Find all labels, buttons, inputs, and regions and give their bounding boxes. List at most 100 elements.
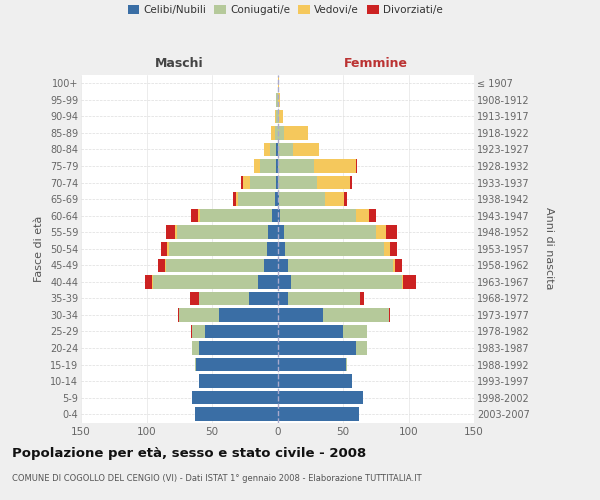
Bar [190,292,199,305]
Bar [193,324,205,338]
Bar [254,159,260,173]
Bar [167,242,169,256]
Bar [265,258,277,272]
Bar [276,110,277,123]
Bar [395,258,402,272]
Bar [276,93,277,106]
Bar [279,192,325,206]
Bar [277,159,314,173]
Text: Femmine: Femmine [344,57,408,70]
Bar [276,142,277,156]
Bar [403,275,416,288]
Bar [244,176,250,190]
Bar [196,358,277,372]
Bar [356,342,367,355]
Bar [277,226,284,239]
Bar [323,308,389,322]
Bar [218,308,277,322]
Bar [233,192,236,206]
Bar [389,308,390,322]
Bar [169,242,267,256]
Text: Popolazione per età, sesso e stato civile - 2008: Popolazione per età, sesso e stato civil… [12,448,366,460]
Bar [277,408,359,421]
Bar [360,292,364,305]
Bar [369,209,376,222]
Bar [293,142,319,156]
Bar [179,308,218,322]
Bar [178,308,179,322]
Bar [152,275,153,288]
Bar [280,209,356,222]
Bar [277,342,356,355]
Bar [356,209,369,222]
Bar [275,110,276,123]
Legend: Celibi/Nubili, Coniugati/e, Vedovi/e, Divorziati/e: Celibi/Nubili, Coniugati/e, Vedovi/e, Di… [125,2,445,17]
Bar [284,226,376,239]
Bar [350,176,352,190]
Bar [402,275,403,288]
Bar [386,226,397,239]
Bar [275,192,277,206]
Bar [199,374,277,388]
Bar [276,159,277,173]
Bar [290,275,402,288]
Bar [161,242,167,256]
Y-axis label: Anni di nascita: Anni di nascita [544,208,554,290]
Bar [393,258,395,272]
Bar [272,209,277,222]
Bar [390,242,397,256]
Bar [238,192,275,206]
Bar [343,324,367,338]
Bar [284,126,308,140]
Bar [277,93,280,106]
Bar [205,324,277,338]
Bar [195,358,196,372]
Bar [325,192,344,206]
Bar [276,176,277,190]
Bar [199,292,248,305]
Bar [165,258,166,272]
Bar [277,110,279,123]
Bar [277,292,288,305]
Bar [277,209,280,222]
Bar [277,275,290,288]
Bar [250,176,276,190]
Bar [277,258,288,272]
Bar [376,226,386,239]
Bar [288,292,360,305]
Y-axis label: Fasce di età: Fasce di età [34,216,44,282]
Bar [191,209,197,222]
Bar [277,358,346,372]
Bar [275,126,277,140]
Bar [193,391,277,404]
Bar [288,258,393,272]
Bar [279,110,283,123]
Bar [199,342,277,355]
Bar [158,258,165,272]
Bar [195,408,277,421]
Bar [277,308,323,322]
Bar [277,126,284,140]
Text: COMUNE DI COGOLLO DEL CENGIO (VI) - Dati ISTAT 1° gennaio 2008 - Elaborazione TU: COMUNE DI COGOLLO DEL CENGIO (VI) - Dati… [12,474,422,483]
Bar [268,226,277,239]
Bar [346,358,347,372]
Bar [166,258,265,272]
Bar [166,226,175,239]
Bar [277,391,362,404]
Bar [153,275,258,288]
Bar [344,192,347,206]
Bar [267,242,277,256]
Bar [176,226,268,239]
Bar [197,209,200,222]
Bar [277,374,352,388]
Bar [265,142,269,156]
Bar [260,159,276,173]
Bar [277,76,279,90]
Bar [175,226,176,239]
Bar [356,159,358,173]
Bar [269,142,276,156]
Bar [271,126,275,140]
Bar [236,192,238,206]
Bar [314,159,356,173]
Bar [193,342,199,355]
